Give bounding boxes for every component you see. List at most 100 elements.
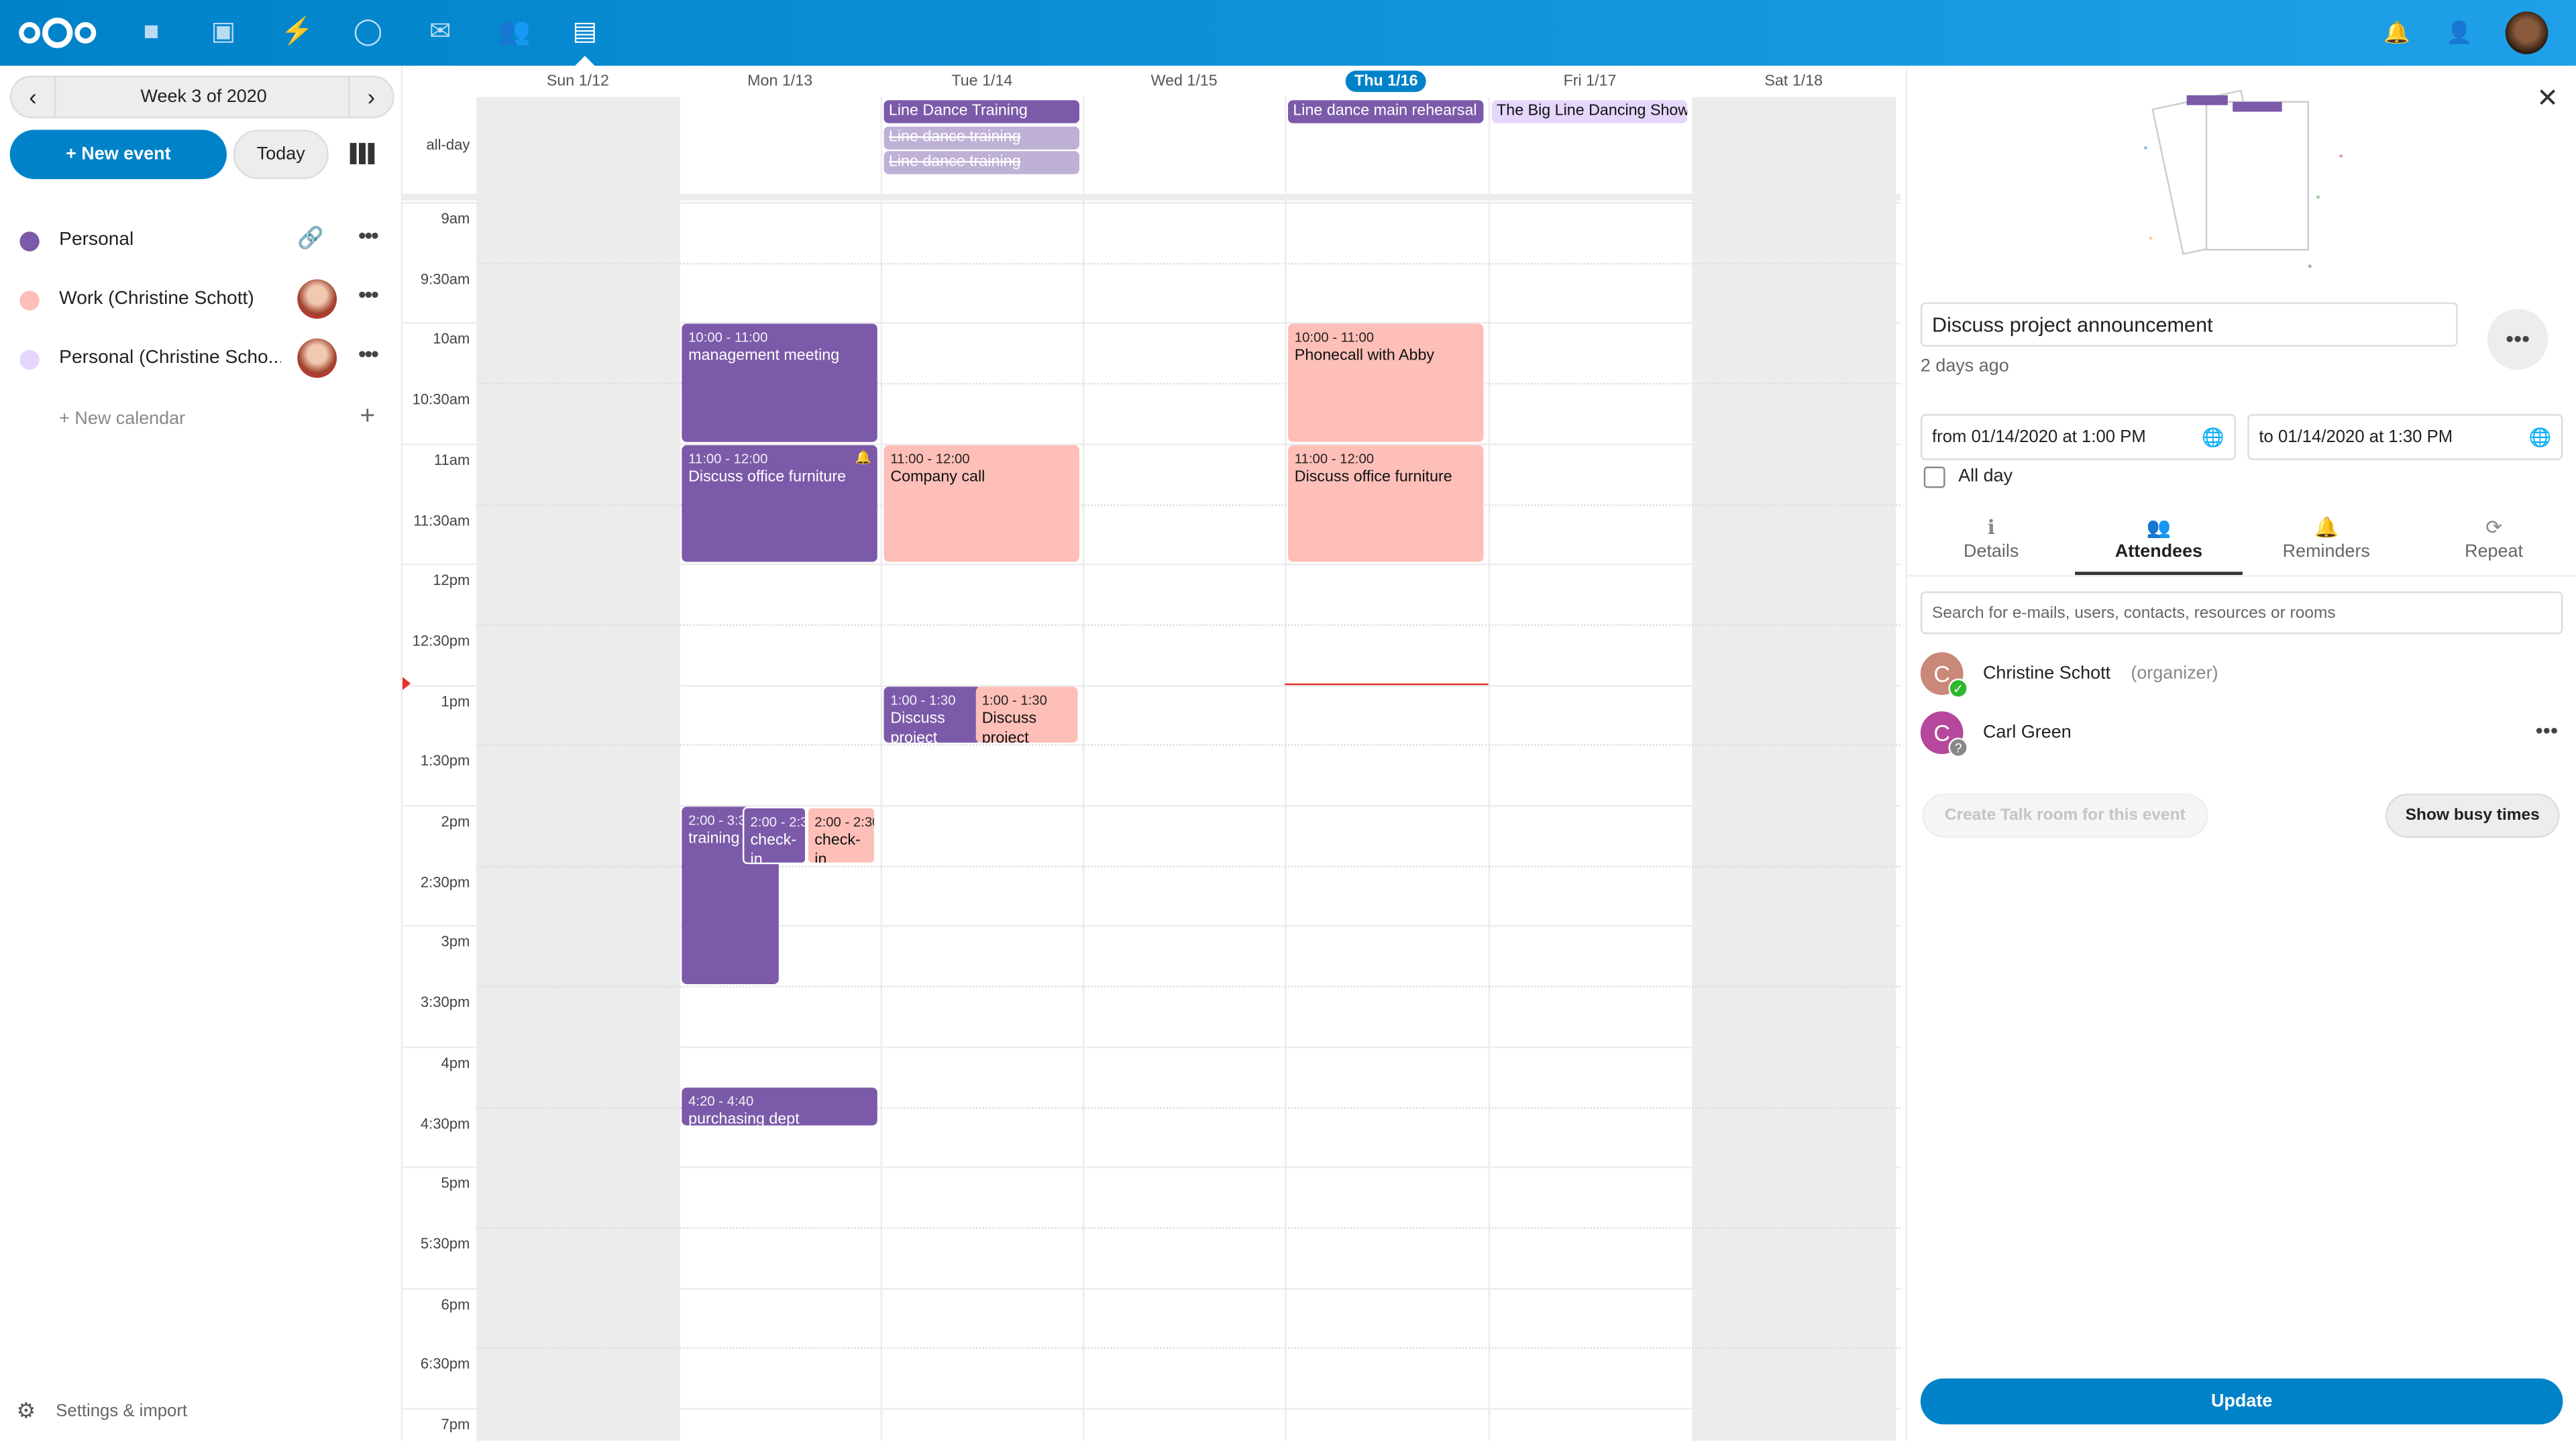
allday-event[interactable]: Line dance training [883,125,1079,149]
calendar-event[interactable]: 11:00 - 12:00 Discuss office furniture [1288,445,1483,563]
start-date-input[interactable]: from 01/14/2020 at 1:00 PM 🌐 [1920,414,2237,460]
event-title: check-in [814,831,861,864]
day-column[interactable] [678,97,881,1441]
calendar-name: Work (Christine Schott) [59,289,254,309]
current-time-line [1285,682,1488,685]
new-event-button[interactable]: + New event [9,129,227,179]
attendee-search-input[interactable]: Search for e-mails, users, contacts, res… [1920,591,2563,635]
close-icon[interactable]: ✕ [2536,85,2559,113]
allday-event[interactable]: Line dance main rehearsal [1288,100,1483,123]
day-header[interactable]: Thu 1/16 [1285,65,1488,97]
tab-attendees[interactable]: 👥 Attendees [2075,513,2243,576]
activity-icon[interactable]: ⚡ [280,17,314,46]
new-calendar-label: + New calendar [59,409,186,429]
end-date-input[interactable]: to 01/14/2020 at 1:30 PM 🌐 [2247,414,2563,460]
attendee-more-icon[interactable]: ••• [2535,718,2559,743]
contacts-icon[interactable]: 👥 [498,17,531,46]
day-column[interactable] [1285,97,1487,1441]
calendar-event[interactable]: 4:20 - 4:40 purchasing dept [682,1087,877,1125]
event-time: 11:00 - 12:00 [890,449,970,467]
view-switcher-icon[interactable] [350,143,375,164]
notifications-icon[interactable]: 🔔 [2383,19,2410,45]
timezone-globe-icon[interactable]: 🌐 [2202,427,2224,448]
calendar-item[interactable]: Work (Christine Schott) ••• [0,271,402,330]
today-button[interactable]: Today [233,129,329,179]
tab-reminders[interactable]: 🔔 Reminders [2243,513,2410,575]
more-actions-button[interactable]: ••• [2487,309,2548,370]
day-header-label: Tue 1/14 [951,72,1013,91]
tab-label: Details [1964,542,2019,562]
link-icon[interactable]: 🔗 [297,225,324,250]
half-hour-line [476,745,1901,747]
show-busy-times-button[interactable]: Show busy times [2385,793,2560,838]
calendar-color-dot[interactable] [19,350,40,370]
day-header[interactable]: Sun 1/12 [476,65,680,97]
owner-avatar [297,279,337,319]
day-header-label: Fri 1/17 [1563,72,1617,91]
week-label[interactable]: Week 3 of 2020 [140,87,267,107]
user-avatar[interactable] [2505,11,2548,54]
contacts-menu-icon[interactable]: 👤 [2446,19,2473,45]
day-column[interactable] [1488,97,1691,1441]
time-label: 5:30pm [420,1235,470,1252]
time-label: 3:30pm [420,994,470,1011]
bell-icon: 🔔 [2314,515,2339,539]
alarm-bell-icon: 🔔 [855,449,872,465]
more-options-icon[interactable]: ••• [358,221,379,248]
new-calendar-button[interactable]: + New calendar + [0,403,402,435]
week-grid: Sun 1/12 Mon 1/13 Tue 1/14 Wed 1/15 Thu 1/16… [402,65,1901,1441]
calendar-event[interactable]: 11:00 - 12:00 Company call [883,445,1079,563]
calendar-event[interactable]: 10:00 - 11:00 management meeting [682,324,877,442]
day-header[interactable]: Wed 1/15 [1082,65,1286,97]
update-button[interactable]: Update [1920,1378,2563,1425]
attendee-row[interactable]: C ✓ Christine Schott (organizer) [1920,649,2565,701]
day-header[interactable]: Tue 1/14 [880,65,1084,97]
time-label: 7pm [441,1416,470,1433]
event-title-input[interactable]: Discuss project announcement [1920,302,2458,347]
allday-event[interactable]: The Big Line Dancing Show [1491,100,1686,123]
more-options-icon[interactable]: ••• [358,339,379,367]
time-label: 11:30am [413,511,470,529]
day-header[interactable]: Sat 1/18 [1692,65,1895,97]
half-hour-line [476,985,1901,988]
mail-icon[interactable]: ✉ [429,17,451,46]
calendar-item[interactable]: Personal 🔗 ••• [0,212,402,271]
day-column[interactable] [1692,97,1895,1441]
calendar-icon[interactable]: ▤ [572,17,598,46]
all-day-checkbox[interactable] [1923,466,1945,488]
nextcloud-logo[interactable] [16,16,98,49]
photos-icon[interactable]: ▣ [211,17,236,46]
time-label: 6pm [441,1295,470,1312]
more-options-icon[interactable]: ••• [358,280,379,307]
settings-button[interactable]: ⚙ Settings & import [16,1398,345,1428]
all-day-label[interactable]: All day [1958,466,2013,486]
previous-week-button[interactable]: ‹ [11,77,56,117]
day-column[interactable] [1082,97,1285,1441]
calendar-color-dot[interactable] [19,231,40,252]
calendar-event[interactable]: 1:00 - 1:30 Discuss project [975,686,1079,743]
day-header[interactable]: Mon 1/13 [678,65,881,97]
calendar-color-dot[interactable] [19,290,40,311]
tab-details[interactable]: ℹ Details [1907,513,2075,575]
allday-event[interactable]: Line Dance Training [883,100,1079,123]
end-date-value: to 01/14/2020 at 1:30 PM [2259,427,2453,447]
calendar-event[interactable]: 11:00 - 12:00 Discuss office furniture 🔔 [682,445,877,563]
calendar-event[interactable]: 10:00 - 11:00 Phonecall with Abby [1288,324,1483,442]
repeat-icon: ⟳ [2485,515,2502,539]
attendee-row[interactable]: C? Carl Green ••• [1920,708,2565,761]
files-icon[interactable]: ■ [143,17,160,46]
talk-icon[interactable]: ◯ [353,17,383,46]
attendee-role: (organizer) [2131,663,2218,684]
allday-event[interactable]: Line dance training [883,151,1079,174]
day-header[interactable]: Fri 1/17 [1488,65,1692,97]
next-week-button[interactable]: › [348,77,392,117]
day-column[interactable] [880,97,1083,1441]
timezone-globe-icon[interactable]: 🌐 [2528,427,2552,448]
calendar-item[interactable]: Personal (Christine Scho... ••• [0,330,402,389]
tab-repeat[interactable]: ⟳ Repeat [2410,513,2576,575]
plus-icon[interactable]: + [360,403,376,431]
day-column[interactable] [476,97,680,1441]
